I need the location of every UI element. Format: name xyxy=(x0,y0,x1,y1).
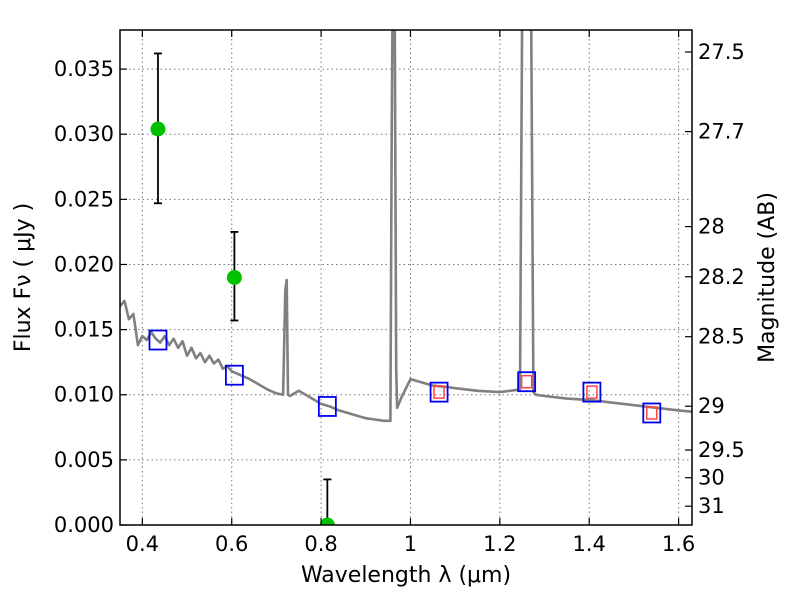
y-tick-label: 0.005 xyxy=(54,448,114,472)
x-tick-label: 1.6 xyxy=(662,532,695,556)
x-tick-label: 1.2 xyxy=(483,532,516,556)
y-axis-label: Flux Fν ( μJy ) xyxy=(11,203,36,352)
plot-frame xyxy=(119,29,693,526)
x-tick-label: 0.6 xyxy=(215,532,248,556)
model-box-inner xyxy=(433,385,445,399)
photometry-point xyxy=(319,517,335,525)
y-tick-label: 0.030 xyxy=(54,122,114,146)
x-axis-label: Wavelength λ (μm) xyxy=(301,563,511,588)
x-tick-label: 1 xyxy=(404,532,417,556)
model-box-inner xyxy=(586,385,598,399)
right-tick-label: 29.5 xyxy=(698,438,745,462)
model-box xyxy=(429,381,449,403)
model-box-inner xyxy=(646,406,658,420)
right-tick-label: 27.5 xyxy=(698,40,745,64)
y-tick-label: 0.010 xyxy=(54,383,114,407)
photometry-points xyxy=(150,52,335,525)
y-tick-labels: 0.000 0.005 0.010 0.015 0.020 0.025 0.030 0.035 xyxy=(54,57,114,537)
spectrum-series xyxy=(120,30,692,423)
y-tick-label: 0.025 xyxy=(54,187,114,211)
spectrum-line xyxy=(120,30,692,423)
right-tick-label: 28.5 xyxy=(698,325,745,349)
right-tick-label: 30 xyxy=(698,466,725,490)
right-tick-labels: 27.5 27.7 28 28.2 28.5 29 29.5 30 31 xyxy=(698,40,745,518)
model-points xyxy=(148,329,662,424)
model-box-inner xyxy=(520,374,533,389)
y-tick-label: 0.000 xyxy=(54,513,114,537)
grid-lines xyxy=(120,30,692,526)
x-tick-labels: 0.4 0.6 0.8 1 1.2 1.4 1.6 xyxy=(126,532,696,556)
axis-ticks xyxy=(120,30,692,526)
model-box xyxy=(642,402,662,424)
right-tick-label: 29 xyxy=(698,394,725,418)
y-tick-label: 0.035 xyxy=(54,57,114,81)
y-tick-label: 0.020 xyxy=(54,252,114,276)
x-tick-label: 0.8 xyxy=(304,532,337,556)
model-box xyxy=(148,329,168,351)
photometry-point xyxy=(150,121,166,137)
right-tick-label: 31 xyxy=(698,494,725,518)
model-box xyxy=(517,371,537,393)
model-box xyxy=(317,396,337,417)
right-tick-label: 27.7 xyxy=(698,120,745,144)
model-box xyxy=(224,364,244,386)
right-axis-label: Magnitude (AB) xyxy=(755,192,780,363)
x-tick-label: 0.4 xyxy=(126,532,159,556)
x-tick-label: 1.4 xyxy=(573,532,606,556)
y-tick-label: 0.015 xyxy=(54,318,114,342)
right-tick-label: 28 xyxy=(698,215,725,239)
photometry-point xyxy=(226,270,242,285)
right-tick-label: 28.2 xyxy=(698,265,745,289)
model-box xyxy=(582,381,602,403)
